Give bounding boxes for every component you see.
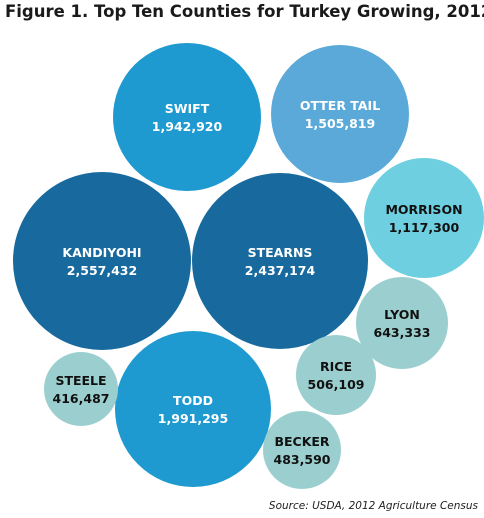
bubble-value-morrison: 1,117,300 xyxy=(389,220,460,235)
bubble-value-otter-tail: 1,505,819 xyxy=(305,116,375,131)
bubble-value-kandiyohi: 2,557,432 xyxy=(67,263,137,278)
bubble-label-lyon: LYON xyxy=(384,307,420,322)
chart-title: Figure 1. Top Ten Counties for Turkey Gr… xyxy=(5,2,484,21)
source-note: Source: USDA, 2012 Agriculture Census xyxy=(268,500,478,512)
bubble-rice xyxy=(296,335,376,415)
bubble-morrison xyxy=(364,158,484,278)
bubble-label-steele: STEELE xyxy=(55,373,106,388)
bubble-label-morrison: MORRISON xyxy=(385,202,462,217)
bubble-label-stearns: STEARNS xyxy=(248,245,313,260)
bubble-value-todd: 1,991,295 xyxy=(158,411,228,426)
bubble-value-steele: 416,487 xyxy=(53,391,110,406)
bubble-becker xyxy=(263,411,341,489)
bubble-otter-tail xyxy=(271,45,409,183)
bubble-value-stearns: 2,437,174 xyxy=(245,263,316,278)
bubble-label-swift: SWIFT xyxy=(165,101,210,116)
bubble-value-becker: 483,590 xyxy=(274,452,331,467)
bubble-label-rice: RICE xyxy=(320,359,352,374)
bubble-value-lyon: 643,333 xyxy=(374,325,431,340)
bubble-steele xyxy=(44,352,118,426)
bubble-stearns xyxy=(192,173,368,349)
bubble-lyon xyxy=(356,277,448,369)
bubble-label-becker: BECKER xyxy=(274,434,329,449)
bubble-todd xyxy=(115,331,271,487)
bubble-value-rice: 506,109 xyxy=(308,377,365,392)
bubble-value-swift: 1,942,920 xyxy=(152,119,223,134)
bubble-label-todd: TODD xyxy=(173,393,213,408)
bubble-label-otter-tail: OTTER TAIL xyxy=(300,98,380,113)
bubble-label-kandiyohi: KANDIYOHI xyxy=(62,245,141,260)
bubble-swift xyxy=(113,43,261,191)
bubble-kandiyohi xyxy=(13,172,191,350)
